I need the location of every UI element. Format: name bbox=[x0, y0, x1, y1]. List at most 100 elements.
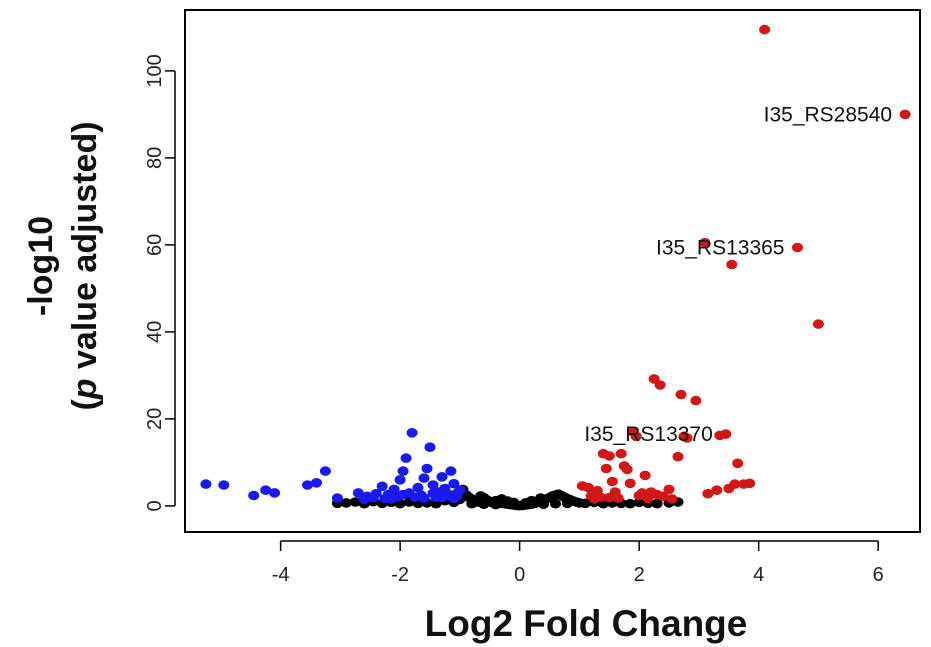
data-point-down bbox=[400, 453, 412, 463]
data-point-up bbox=[699, 237, 711, 248]
data-point-ns bbox=[633, 497, 645, 508]
data-point-ns bbox=[349, 497, 361, 507]
data-point-up bbox=[792, 242, 803, 253]
data-point-up bbox=[690, 395, 702, 406]
data-point-up bbox=[642, 493, 654, 504]
data-point-ns bbox=[478, 499, 490, 510]
data-point-up bbox=[720, 429, 732, 439]
data-point-up bbox=[726, 259, 738, 270]
x-tick-label: 6 bbox=[873, 564, 884, 586]
x-axis: -4 -2 0 2 4 6 bbox=[272, 540, 884, 586]
x-tick-label: 4 bbox=[753, 564, 764, 586]
data-point-ns bbox=[538, 499, 549, 510]
data-point-down bbox=[367, 492, 379, 503]
data-point-up bbox=[729, 479, 741, 489]
y-tick-label: 80 bbox=[144, 147, 166, 169]
data-point-up bbox=[675, 389, 687, 400]
data-point-down bbox=[358, 494, 370, 505]
data-point-up bbox=[711, 485, 723, 496]
y-tick-label: 0 bbox=[144, 500, 166, 511]
data-point-up bbox=[624, 478, 636, 489]
data-point-down bbox=[218, 480, 230, 490]
gene-annotations: I35_RS28540 I35_RS13365 I35_RS13370 bbox=[584, 103, 892, 446]
x-axis-label: Log2 Fold Change bbox=[425, 603, 748, 644]
data-point-down bbox=[394, 475, 406, 485]
data-point-down bbox=[260, 485, 272, 496]
x-tick-label: 0 bbox=[514, 564, 525, 586]
x-tick-label: -4 bbox=[272, 564, 290, 586]
data-point-up bbox=[657, 491, 669, 502]
data-point-ns bbox=[340, 498, 352, 508]
data-point-down bbox=[406, 428, 418, 438]
y-axis-label: -log10 (p value adjusted) bbox=[22, 121, 104, 410]
data-point-up bbox=[612, 493, 624, 503]
data-point-down bbox=[427, 488, 439, 499]
data-point-ns bbox=[624, 498, 636, 509]
data-point-up bbox=[681, 433, 693, 443]
data-point-up bbox=[606, 476, 618, 487]
data-point-down bbox=[427, 480, 439, 490]
data-point-ns bbox=[561, 498, 573, 509]
data-point-down bbox=[248, 490, 260, 501]
gene-annotation-label: I35_RS28540 bbox=[764, 103, 892, 126]
data-point-up bbox=[672, 451, 684, 462]
data-point-down bbox=[445, 466, 457, 476]
data-point-up bbox=[759, 24, 771, 35]
data-point-down bbox=[418, 493, 430, 503]
data-points bbox=[200, 24, 911, 511]
data-point-down bbox=[302, 480, 313, 490]
data-point-down bbox=[319, 466, 331, 476]
data-point-up bbox=[812, 319, 824, 329]
y-tick-label: 60 bbox=[144, 234, 166, 256]
data-point-down bbox=[412, 482, 424, 493]
data-point-up bbox=[666, 494, 678, 504]
data-point-down bbox=[388, 484, 400, 495]
y-tick-label: 20 bbox=[144, 408, 166, 430]
x-tick-label: 2 bbox=[634, 564, 645, 586]
data-point-up bbox=[615, 448, 627, 459]
data-point-up bbox=[663, 484, 675, 495]
y-tick-label: 100 bbox=[144, 54, 166, 87]
data-point-up bbox=[603, 492, 615, 503]
data-point-down bbox=[331, 493, 343, 503]
data-point-up bbox=[654, 380, 666, 390]
data-point-up bbox=[899, 109, 911, 120]
data-point-down bbox=[451, 488, 463, 499]
plot-frame bbox=[184, 9, 921, 533]
data-point-ns bbox=[508, 497, 520, 508]
y-axis-label-line1: -log10 bbox=[22, 216, 60, 316]
y-tick-label: 40 bbox=[144, 321, 166, 343]
data-point-up bbox=[588, 494, 600, 504]
data-point-up bbox=[582, 482, 594, 493]
data-point-ns bbox=[490, 499, 502, 510]
data-point-ns bbox=[550, 498, 561, 509]
data-point-down bbox=[421, 463, 433, 474]
data-point-down bbox=[311, 478, 322, 488]
data-point-up bbox=[732, 458, 744, 469]
data-point-down bbox=[269, 488, 281, 498]
y-axis: 0 20 40 60 80 100 bbox=[144, 54, 176, 511]
data-point-down bbox=[397, 466, 409, 476]
data-point-down bbox=[385, 494, 397, 504]
data-point-down bbox=[352, 488, 364, 498]
x-tick-label: -2 bbox=[391, 564, 409, 586]
data-point-down bbox=[397, 489, 409, 500]
data-point-up bbox=[744, 478, 756, 489]
data-point-down bbox=[376, 481, 388, 492]
data-point-down bbox=[448, 478, 460, 489]
data-point-down bbox=[200, 479, 212, 489]
data-point-ns bbox=[520, 498, 532, 508]
data-point-down bbox=[409, 492, 421, 503]
gene-annotation-label: I35_RS13365 bbox=[656, 237, 784, 260]
y-axis-label-line2: (p value adjusted) bbox=[66, 121, 104, 410]
data-point-ns bbox=[466, 498, 478, 509]
data-point-up bbox=[621, 464, 633, 475]
data-point-up bbox=[639, 470, 651, 481]
data-point-up bbox=[630, 431, 642, 442]
data-point-up bbox=[603, 451, 615, 461]
data-point-ns bbox=[651, 498, 663, 509]
data-point-down bbox=[418, 473, 430, 483]
data-point-up bbox=[600, 463, 612, 474]
gene-annotation-label: I35_RS13370 bbox=[584, 423, 712, 446]
